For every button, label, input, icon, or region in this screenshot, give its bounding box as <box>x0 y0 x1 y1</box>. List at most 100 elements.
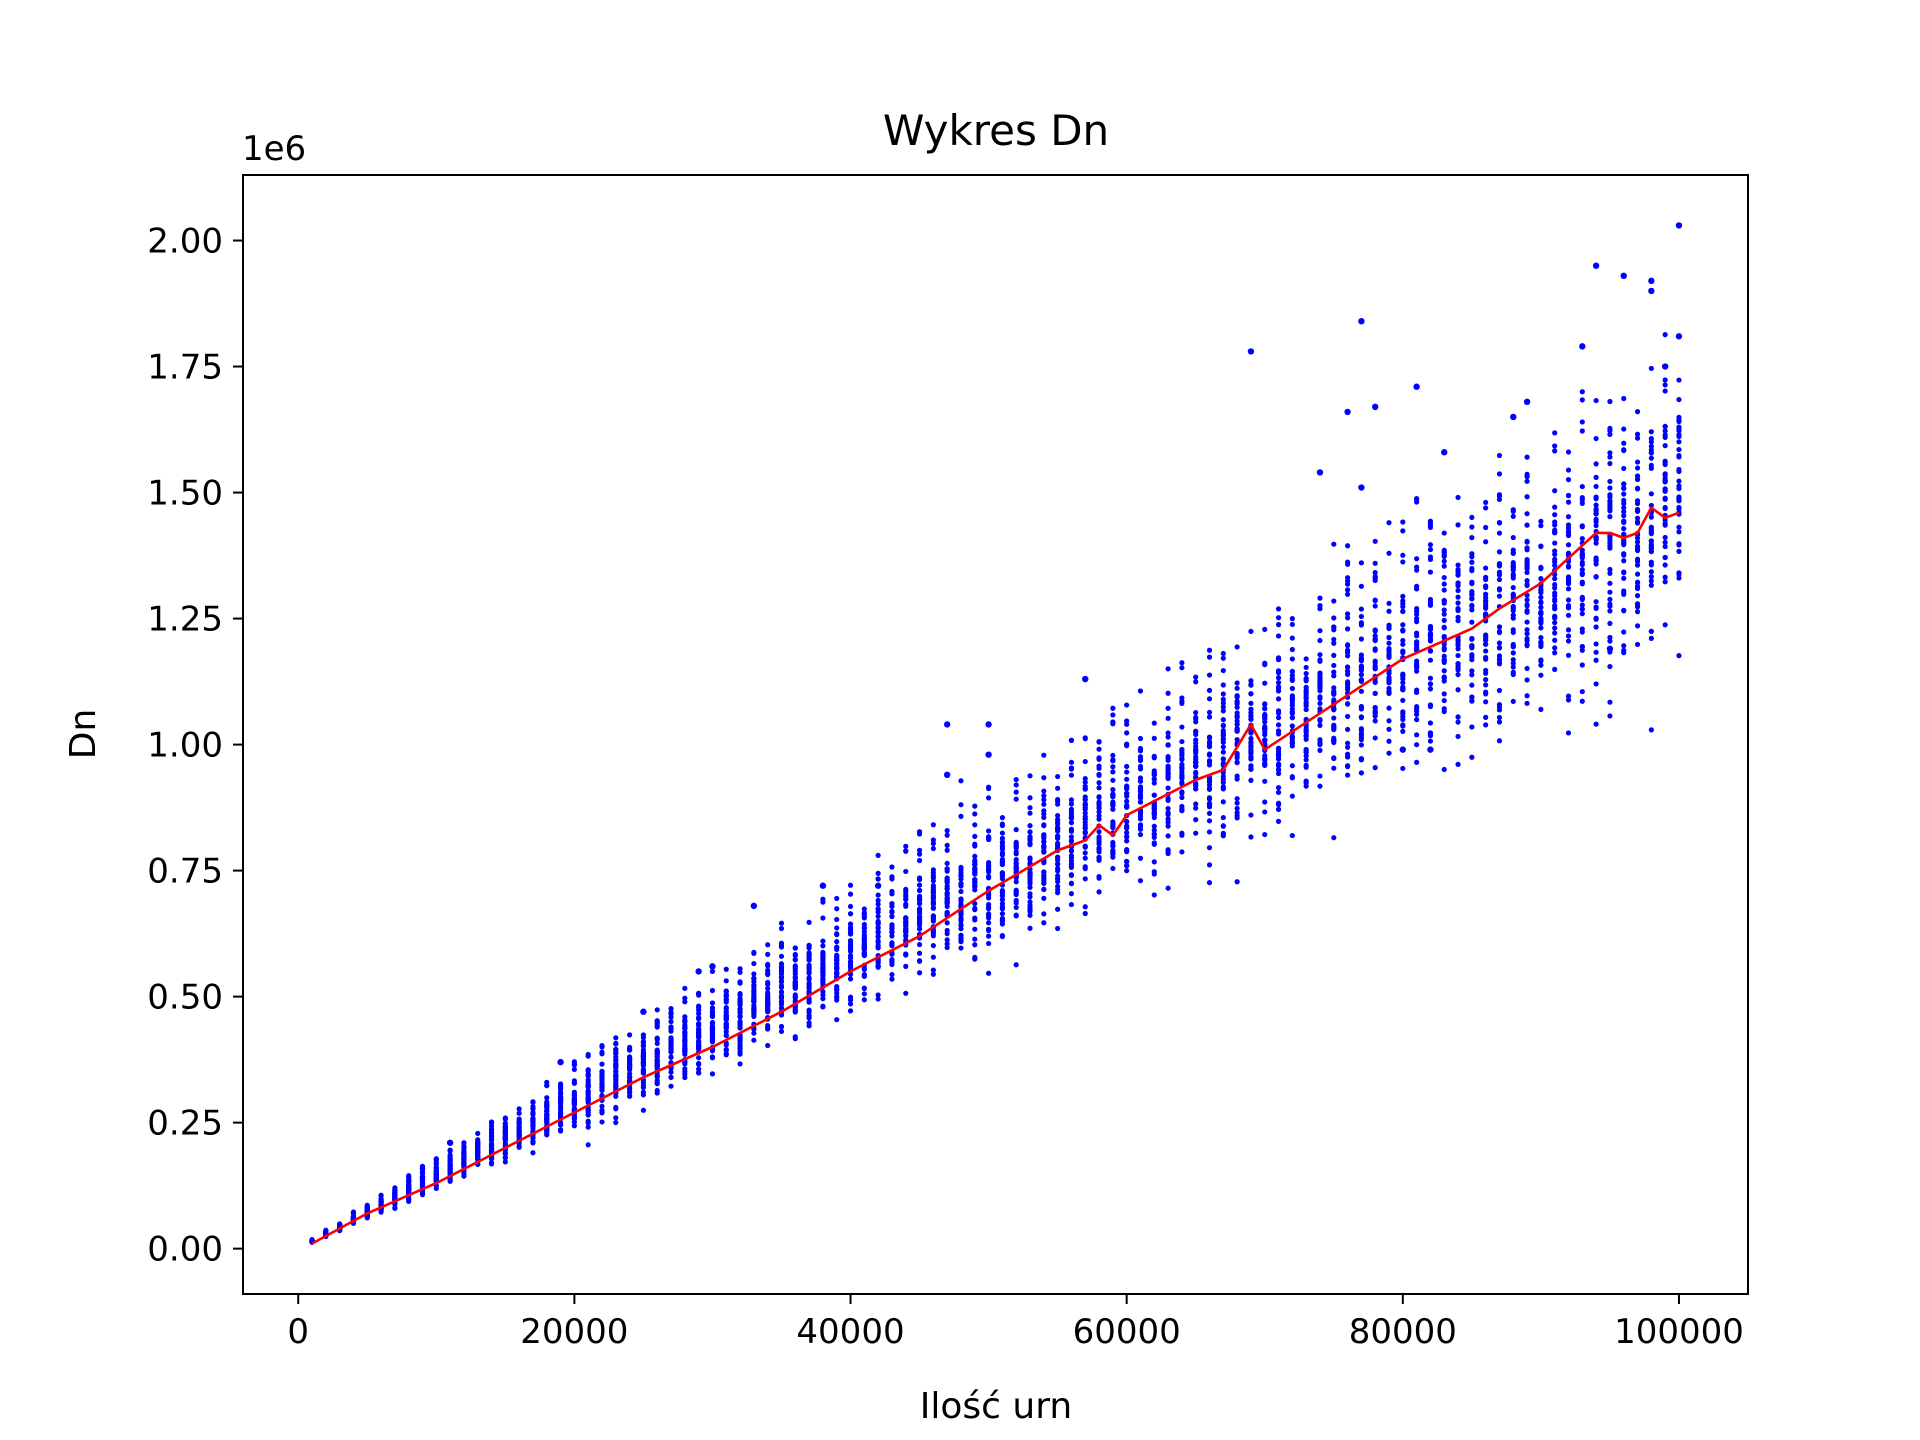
scatter-point <box>1027 925 1033 931</box>
scatter-point <box>1289 774 1295 780</box>
scatter-point <box>1524 578 1530 584</box>
scatter-point <box>792 968 798 974</box>
scatter-point <box>1524 635 1530 642</box>
scatter-point <box>723 999 729 1005</box>
scatter-point <box>1538 662 1544 668</box>
scatter-point <box>1275 770 1282 777</box>
scatter-point <box>1220 814 1226 821</box>
scatter-point <box>1386 674 1392 680</box>
scatter-point <box>1648 574 1654 580</box>
scatter-point <box>1165 774 1171 780</box>
scatter-point <box>1137 855 1144 861</box>
scatter-point <box>1082 850 1088 856</box>
scatter-point <box>1248 747 1254 753</box>
scatter-point <box>1676 439 1682 445</box>
scatter-point <box>640 1082 647 1089</box>
scatter-point <box>488 1161 495 1167</box>
scatter-point <box>1151 840 1157 846</box>
scatter-point <box>930 900 936 906</box>
scatter-point <box>1565 467 1572 473</box>
scatter-point <box>1634 579 1641 585</box>
scatter-point <box>1027 912 1033 918</box>
scatter-point <box>765 951 771 958</box>
scatter-point <box>1303 764 1309 770</box>
scatter-point <box>1206 744 1213 750</box>
scatter-point <box>1441 574 1447 581</box>
mean-line-series <box>311 506 1680 1245</box>
scatter-point <box>627 1078 633 1084</box>
scatter-point <box>1607 638 1613 644</box>
scatter-point <box>792 1007 798 1013</box>
scatter-point <box>1179 775 1185 781</box>
scatter-point <box>1455 714 1461 720</box>
scatter-point <box>419 1170 426 1176</box>
scatter-point <box>1621 607 1627 613</box>
scatter-point <box>930 913 936 920</box>
scatter-point <box>1510 564 1516 570</box>
scatter-point <box>1193 737 1199 743</box>
scatter-point <box>1289 696 1295 702</box>
scatter-point <box>1469 535 1475 541</box>
scatter-point <box>1124 818 1130 825</box>
scatter-point <box>1331 706 1337 712</box>
scatter-point <box>1234 752 1240 759</box>
scatter-point <box>944 944 950 951</box>
scatter-point <box>1262 626 1268 633</box>
scatter-point <box>1262 778 1268 784</box>
scatter-point <box>1041 797 1047 803</box>
scatter-point <box>1538 604 1544 610</box>
scatter-point <box>916 831 923 837</box>
scatter-point <box>1372 538 1378 544</box>
scatter-point <box>1303 684 1309 690</box>
scatter-point <box>640 1038 647 1045</box>
scatter-point <box>1331 685 1337 691</box>
scatter-point <box>1206 735 1213 741</box>
scatter-point <box>861 997 867 1003</box>
scatter-point <box>1441 530 1447 536</box>
scatter-point <box>875 876 881 882</box>
scatter-point <box>1124 868 1130 874</box>
scatter-point <box>1552 630 1558 636</box>
scatter-point <box>1593 435 1599 442</box>
scatter-point <box>958 922 964 929</box>
scatter-point <box>1137 688 1144 694</box>
scatter-point <box>944 832 950 838</box>
scatter-point <box>1206 696 1213 702</box>
scatter-point <box>1552 625 1558 631</box>
x-tick-label: 20000 <box>520 1312 628 1352</box>
scatter-point <box>1262 680 1268 686</box>
scatter-point <box>847 953 854 959</box>
y-tick-label: 1.50 <box>147 474 223 514</box>
scatter-point <box>861 921 867 928</box>
scatter-point <box>1552 637 1558 643</box>
scatter-point <box>696 1003 702 1009</box>
scatter-point <box>1634 539 1641 545</box>
scatter-point <box>1662 471 1668 477</box>
scatter-point <box>1082 904 1088 910</box>
scatter-point <box>1289 763 1295 769</box>
scatter-point-outlier <box>1441 449 1448 456</box>
scatter-point <box>1151 831 1157 837</box>
scatter-point <box>1662 388 1668 394</box>
scatter-point <box>613 1046 619 1053</box>
scatter-point <box>1124 763 1130 770</box>
scatter-point <box>1676 396 1682 403</box>
scatter-point <box>930 967 936 973</box>
scatter-point <box>1317 717 1323 723</box>
y-tick-label: 0.75 <box>147 852 223 892</box>
x-tick-label: 100000 <box>1614 1312 1744 1352</box>
scatter-point <box>834 895 840 902</box>
scatter-point <box>1400 676 1406 682</box>
scatter-point <box>1386 750 1392 756</box>
scatter-point <box>1289 793 1295 799</box>
scatter-point <box>585 1079 591 1085</box>
scatter-point <box>1441 547 1447 553</box>
scatter-point <box>1344 772 1351 778</box>
scatter-point <box>903 843 909 849</box>
scatter-point <box>1248 706 1254 712</box>
scatter-point <box>1621 440 1627 446</box>
scatter-point <box>1234 644 1240 650</box>
scatter-point <box>668 1083 674 1089</box>
scatter-point <box>1344 587 1351 593</box>
scatter-point <box>1358 636 1364 642</box>
